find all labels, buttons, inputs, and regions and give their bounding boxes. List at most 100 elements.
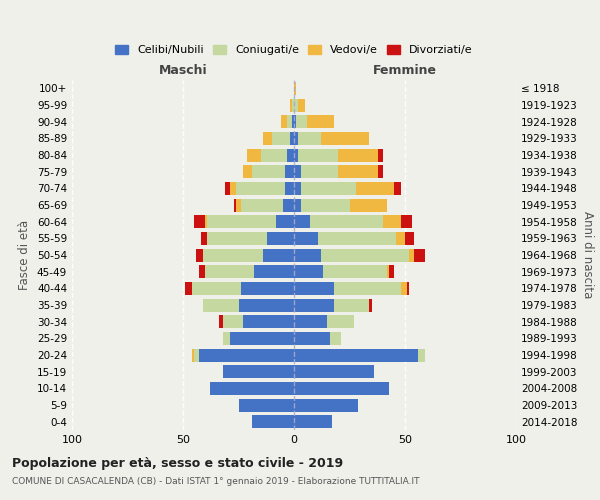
Bar [320,248,409,262]
Bar [389,265,394,278]
Bar [296,115,307,128]
Bar [243,165,252,178]
Bar [290,98,292,112]
Bar [401,282,407,295]
Bar [319,232,396,245]
Bar [407,282,409,295]
Bar [387,265,389,278]
Bar [268,232,294,245]
Bar [230,332,294,345]
Bar [230,182,236,195]
Bar [396,232,405,245]
Bar [205,215,208,228]
Bar [234,198,236,211]
Y-axis label: Anni di nascita: Anni di nascita [581,212,594,298]
Bar [349,198,387,211]
Bar [294,332,329,345]
Bar [294,348,418,362]
Bar [294,148,298,162]
Bar [239,298,294,312]
Bar [263,248,294,262]
Bar [192,282,241,295]
Bar [294,365,374,378]
Bar [218,315,223,328]
Bar [252,165,285,178]
Bar [287,148,294,162]
Bar [298,148,338,162]
Bar [294,98,298,112]
Bar [223,365,294,378]
Bar [254,265,294,278]
Bar [370,298,372,312]
Bar [294,165,301,178]
Bar [320,132,370,145]
Bar [194,348,199,362]
Bar [310,215,383,228]
Bar [194,215,205,228]
Bar [294,298,334,312]
Bar [208,232,268,245]
Text: Femmine: Femmine [373,64,437,76]
Bar [294,82,296,95]
Bar [356,182,394,195]
Text: Popolazione per età, sesso e stato civile - 2019: Popolazione per età, sesso e stato civil… [12,458,343,470]
Text: Maschi: Maschi [158,64,208,76]
Bar [401,215,412,228]
Bar [263,132,272,145]
Bar [414,248,425,262]
Bar [294,115,296,128]
Legend: Celibi/Nubili, Coniugati/e, Vedovi/e, Divorziati/e: Celibi/Nubili, Coniugati/e, Vedovi/e, Di… [111,40,477,60]
Bar [294,415,332,428]
Bar [292,98,294,112]
Bar [418,348,425,362]
Bar [241,198,283,211]
Bar [298,132,320,145]
Bar [294,232,319,245]
Bar [223,315,243,328]
Bar [298,98,305,112]
Bar [301,165,338,178]
Bar [294,248,320,262]
Bar [236,182,285,195]
Y-axis label: Fasce di età: Fasce di età [19,220,31,290]
Bar [203,298,239,312]
Bar [292,115,294,128]
Bar [307,115,334,128]
Bar [294,282,334,295]
Bar [323,265,387,278]
Bar [287,115,292,128]
Bar [252,415,294,428]
Bar [241,282,294,295]
Bar [334,282,401,295]
Bar [223,332,230,345]
Bar [294,132,298,145]
Bar [383,215,401,228]
Bar [379,165,383,178]
Bar [247,148,260,162]
Bar [276,215,294,228]
Bar [338,165,379,178]
Bar [192,348,194,362]
Bar [294,182,301,195]
Bar [409,248,414,262]
Text: COMUNE DI CASACALENDA (CB) - Dati ISTAT 1° gennaio 2019 - Elaborazione TUTTITALI: COMUNE DI CASACALENDA (CB) - Dati ISTAT … [12,478,419,486]
Bar [185,282,192,295]
Bar [209,382,294,395]
Bar [272,132,290,145]
Bar [199,265,205,278]
Bar [290,132,294,145]
Bar [236,198,241,211]
Bar [394,182,401,195]
Bar [294,398,358,411]
Bar [283,198,294,211]
Bar [379,148,383,162]
Bar [285,165,294,178]
Bar [294,265,323,278]
Bar [225,182,230,195]
Bar [208,215,276,228]
Bar [328,315,354,328]
Bar [196,248,203,262]
Bar [301,198,349,211]
Bar [294,315,328,328]
Bar [294,198,301,211]
